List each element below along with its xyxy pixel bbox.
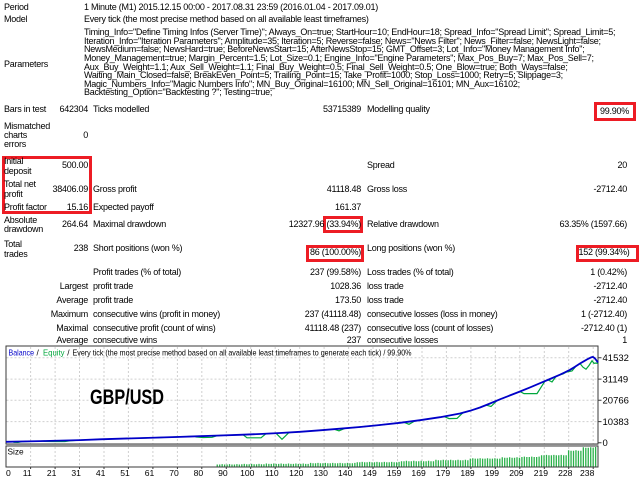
svg-text:41: 41 (96, 468, 106, 478)
svg-text:Size: Size (8, 447, 25, 457)
svg-text:21: 21 (47, 468, 57, 478)
svg-text:0: 0 (603, 438, 608, 449)
svg-text:199: 199 (485, 468, 500, 478)
svg-text:149: 149 (362, 468, 377, 478)
svg-text:31: 31 (71, 468, 81, 478)
svg-text:51: 51 (120, 468, 130, 478)
svg-text:110: 110 (265, 468, 279, 478)
svg-text:90: 90 (218, 468, 228, 478)
svg-text:20766: 20766 (603, 396, 629, 407)
svg-text:228: 228 (558, 468, 573, 478)
svg-text:11: 11 (23, 468, 32, 478)
svg-text:140: 140 (338, 468, 353, 478)
svg-text:130: 130 (314, 468, 329, 478)
svg-text:31149: 31149 (603, 374, 629, 385)
svg-text:/: / (37, 348, 40, 358)
svg-text:219: 219 (534, 468, 549, 478)
svg-text:209: 209 (509, 468, 524, 478)
svg-text:/: / (67, 348, 70, 358)
svg-text:159: 159 (387, 468, 402, 478)
svg-text:80: 80 (194, 468, 204, 478)
svg-text:189: 189 (460, 468, 475, 478)
svg-text:0: 0 (6, 468, 11, 478)
svg-text:Every tick (the most precise m: Every tick (the most precise method base… (73, 348, 413, 358)
svg-text:120: 120 (289, 468, 304, 478)
svg-text:238: 238 (580, 468, 595, 478)
svg-text:GBP/USD: GBP/USD (90, 386, 164, 409)
svg-text:10383: 10383 (603, 417, 629, 428)
svg-text:41532: 41532 (603, 353, 629, 364)
svg-text:Balance: Balance (9, 348, 35, 358)
svg-text:Equity: Equity (43, 348, 65, 358)
svg-text:70: 70 (169, 468, 179, 478)
svg-text:169: 169 (411, 468, 426, 478)
svg-text:100: 100 (240, 468, 255, 478)
svg-text:61: 61 (145, 468, 155, 478)
svg-text:179: 179 (436, 468, 451, 478)
